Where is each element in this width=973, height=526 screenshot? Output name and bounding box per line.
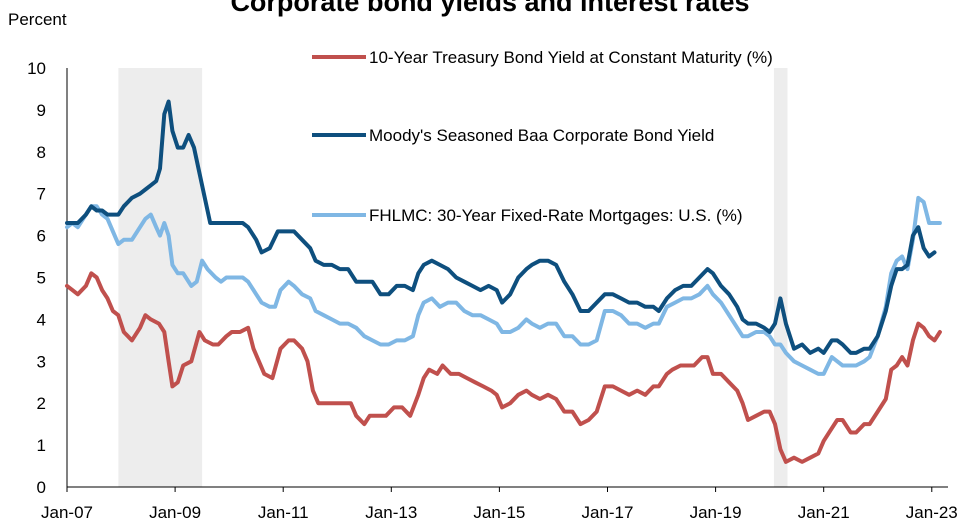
y-tick-label: 8 xyxy=(37,143,46,162)
legend-label: 10-Year Treasury Bond Yield at Constant … xyxy=(369,48,773,67)
shaded-period xyxy=(118,68,203,487)
x-tick-labels: Jan-07 Jan-09 Jan-11 Jan-13 Jan-15 Jan-17 Jan-… xyxy=(41,503,958,522)
series-line xyxy=(65,271,942,464)
x-tick-label: Jan-09 xyxy=(149,503,201,522)
y-tick-label: 0 xyxy=(37,478,46,497)
x-tick-label: Jan-11 xyxy=(258,503,309,522)
x-tick-label: Jan-07 xyxy=(41,503,93,522)
y-tick-label: 4 xyxy=(37,310,46,329)
y-tick-label: 5 xyxy=(37,269,46,288)
x-tick-label: Jan-15 xyxy=(473,503,525,522)
y-tick-label: 2 xyxy=(37,394,46,413)
series-lines xyxy=(65,99,942,464)
legend-label: Moody's Seasoned Baa Corporate Bond Yiel… xyxy=(369,126,714,145)
y-tick-label: 9 xyxy=(37,101,46,120)
legend-label: FHLMC: 30-Year Fixed-Rate Mortgages: U.S… xyxy=(369,206,743,225)
y-tick-label: 1 xyxy=(37,436,46,455)
x-tick-label: Jan-17 xyxy=(581,503,633,522)
x-tick-label: Jan-13 xyxy=(365,503,417,522)
y-tick-label: 10 xyxy=(27,59,46,78)
series-line xyxy=(65,195,942,376)
y-tick-label: 3 xyxy=(37,352,46,371)
x-tick-label: Jan-19 xyxy=(690,503,742,522)
x-tick-label: Jan-21 xyxy=(798,503,850,522)
shaded-period xyxy=(773,68,788,487)
chart-title: Corporate bond yields and interest rates xyxy=(230,0,749,17)
x-tick-label: Jan-23 xyxy=(906,503,958,522)
legend: 10-Year Treasury Bond Yield at Constant … xyxy=(312,48,773,225)
y-axis-label: Percent xyxy=(8,10,67,29)
series-line xyxy=(65,99,937,355)
axes xyxy=(66,68,948,492)
y-tick-label: 6 xyxy=(37,227,46,246)
y-tick-label: 7 xyxy=(37,185,46,204)
y-tick-labels: 0 1 2 3 4 5 6 7 8 9 10 xyxy=(27,59,46,497)
